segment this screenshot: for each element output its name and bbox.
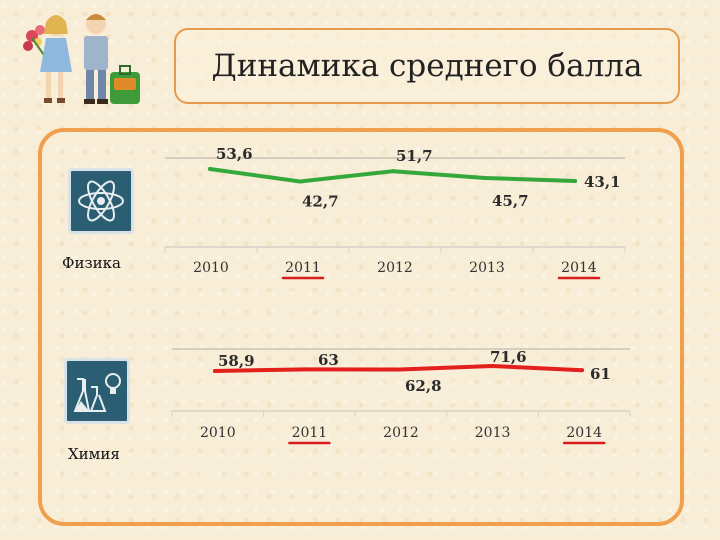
girl-figure (40, 15, 72, 103)
physics-tick-label: 2012 (377, 260, 413, 276)
physics-data-point (483, 176, 487, 181)
boy-figure (84, 14, 108, 104)
physics-data-point (298, 179, 302, 184)
flowers-decoration (23, 25, 47, 59)
chemistry-tick-label: 2010 (200, 425, 236, 441)
chemistry-data-label: 62,8 (405, 377, 442, 395)
physics-data-label: 45,7 (492, 192, 529, 210)
physics-data-point (208, 167, 212, 171)
subject-label-physics: Физика (62, 254, 121, 272)
atom-icon (68, 168, 134, 234)
physics-data-label: 53,6 (216, 145, 253, 163)
chemistry-data-label: 58,9 (218, 352, 255, 370)
chemistry-tick-label: 2014 (566, 425, 602, 441)
chemistry-data-point (490, 364, 494, 368)
physics-tick-label: 2011 (285, 260, 321, 276)
physics-data-point (391, 169, 395, 174)
physics-tick-label: 2014 (561, 260, 597, 276)
physics-data-label: 51,7 (396, 147, 433, 165)
physics-data-point (573, 179, 577, 183)
chemistry-data-point (580, 368, 584, 373)
schoolbag-icon (110, 65, 140, 104)
physics-data-label: 42,7 (302, 192, 339, 210)
chemistry-tick-label: 2013 (475, 425, 511, 441)
chemistry-data-label: 61 (590, 365, 611, 383)
chemistry-data-label: 71,6 (490, 348, 527, 366)
chemistry-data-point (213, 369, 217, 373)
chemistry-flask-bulb-icon (64, 358, 130, 424)
chemistry-tick-label: 2011 (292, 425, 328, 441)
chemistry-data-point (303, 367, 307, 372)
chemistry-data-label: 63 (318, 351, 339, 369)
physics-tick-label: 2010 (193, 260, 229, 276)
title-box: Динамика среднего балла (174, 28, 680, 104)
schoolchildren-illustration (23, 14, 140, 104)
charts-panel (38, 128, 684, 526)
physics-tick-label: 2013 (469, 260, 505, 276)
subject-label-chemistry: Химия (68, 445, 120, 463)
chemistry-data-point (398, 367, 402, 372)
page-title: Динамика среднего балла (211, 48, 643, 84)
chemistry-tick-label: 2012 (383, 425, 419, 441)
physics-data-label: 43,1 (584, 173, 621, 191)
